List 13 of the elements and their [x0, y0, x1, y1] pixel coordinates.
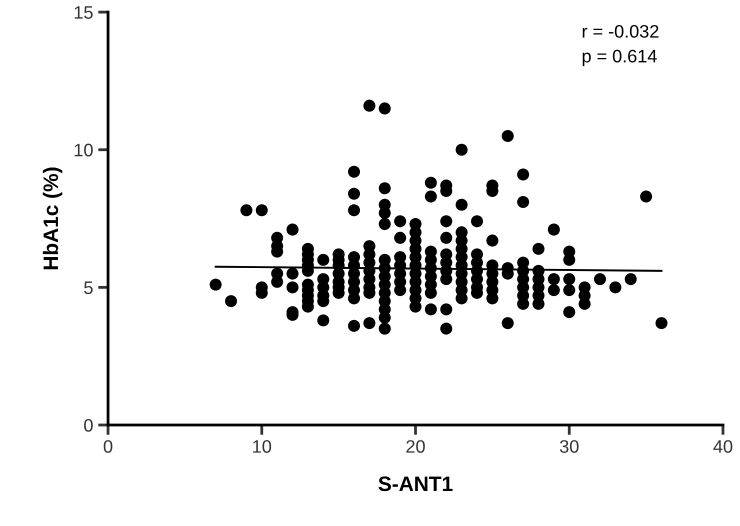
x-tick-label: 10 [253, 440, 272, 453]
x-tick-label: 40 [713, 440, 732, 453]
y-tick-label: 0 [84, 418, 93, 432]
y-tick-label: 15 [74, 6, 93, 19]
x-axis-title: S-ANT1 [378, 476, 453, 492]
annotation: r = -0.032 [582, 24, 658, 38]
y-axis-title: HbA1c (%) [42, 168, 62, 270]
y-tick-label: 10 [74, 144, 93, 156]
x-tick-label: 30 [560, 440, 579, 453]
annotation: p = 0.614 [582, 50, 657, 66]
y-tick-label: 5 [84, 281, 93, 294]
x-tick-label: 20 [406, 440, 425, 453]
x-tick-label: 0 [104, 440, 112, 453]
